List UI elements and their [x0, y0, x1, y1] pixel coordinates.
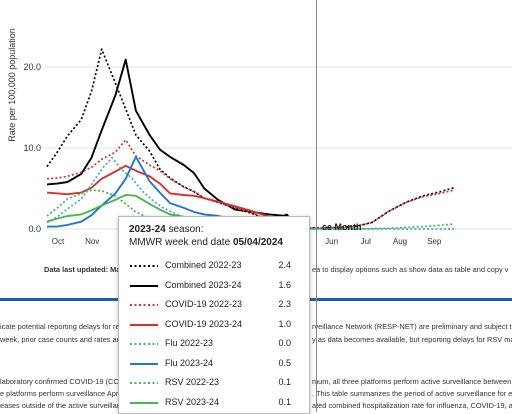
- tooltip-series-name: RSV 2022-23: [165, 377, 220, 387]
- legend-swatch-icon: [130, 362, 158, 365]
- series-layer: [46, 48, 455, 232]
- y-tick-label: 20.0: [23, 62, 41, 72]
- tooltip-series-name: COVID-19 2023-24: [165, 318, 243, 329]
- legend-swatch-icon: [130, 343, 158, 345]
- footnote-left-2: laboratory confirmed COVID-19 (COVID: [0, 377, 132, 386]
- x-tick-label: Sep: [427, 237, 442, 246]
- tooltip-row: Combined 2023-24 1.6: [129, 279, 301, 295]
- tooltip-series-name: COVID-19 2022-23: [165, 299, 243, 309]
- tooltip-week: MMWR week end date 05/04/2024: [129, 237, 283, 248]
- tooltip-series-name: Combined 2022-23: [165, 260, 242, 270]
- tooltip-row: Flu 2023-24 0.5: [129, 357, 301, 373]
- footnote-right-3: . This table summarizes the period of ac…: [312, 389, 512, 398]
- legend-swatch-icon: [130, 323, 158, 326]
- tooltip-series-name: Flu 2023-24: [165, 357, 214, 368]
- y-tick-label: 0.0: [28, 224, 41, 234]
- y-axis: 0.0 10.0 20.0: [23, 62, 41, 234]
- x-tick-label: Oct: [52, 237, 65, 246]
- footnote-right-0: rveillance Network (RESP-NET) are prelim…: [312, 322, 512, 331]
- series-combined-2022-23: [46, 48, 455, 230]
- tooltip-week-value: 05/04/2024: [232, 237, 283, 248]
- tooltip-week-label: MMWR week end date: [129, 237, 233, 248]
- tooltip-row: RSV 2022-23 0.1: [129, 376, 301, 392]
- y-tick-label: 10.0: [23, 143, 41, 153]
- tooltip-series-value: 1.6: [278, 279, 291, 290]
- tooltip-row: RSV 2023-24 0.1: [129, 396, 301, 412]
- tooltip-season-label: season:: [165, 224, 204, 235]
- tooltip-season: 2023-24 season:: [129, 224, 204, 235]
- x-tick-label: Nov: [85, 237, 99, 246]
- footnote-left-0: icate potential reporting delays for rec…: [0, 322, 132, 331]
- series-combined-2023-24: [46, 58, 287, 217]
- legend-swatch-icon: [130, 265, 158, 267]
- tooltip-series-name: Flu 2022-23: [165, 338, 214, 348]
- x-tick-label: Jul: [361, 237, 371, 246]
- tooltip-series-name: Combined 2023-24: [165, 279, 242, 290]
- tooltip-series-value: 2.4: [278, 260, 291, 270]
- legend-swatch-icon: [130, 304, 158, 306]
- data-updated-label: Data last updated: Ma: [44, 265, 120, 274]
- x-axis-label-fragment: ce Month: [322, 222, 362, 232]
- footnote-left-4: eases outside of the active surveillance…: [0, 401, 142, 410]
- tooltip-row: COVID-19 2023-24 1.0: [129, 318, 301, 334]
- tooltip-row: Flu 2022-23 0.0: [129, 337, 301, 353]
- tooltip-series-value: 0.0: [278, 338, 291, 348]
- footnote-right-1: y as data becomes available, but reporti…: [312, 335, 512, 344]
- legend-swatch-icon: [130, 401, 158, 404]
- hover-crosshair: [316, 0, 317, 412]
- legend-swatch-icon: [130, 382, 158, 384]
- gridlines: [44, 66, 512, 230]
- footnote-right-2: mum, all three platforms perform active …: [312, 377, 512, 386]
- tooltip-row: Combined 2022-23 2.4: [129, 259, 301, 275]
- series-covid-19-2022-23: [46, 139, 455, 230]
- tooltip-season-year: 2023-24: [129, 224, 166, 235]
- footnote-right-4: ated combined hospitalization rate for i…: [312, 401, 512, 410]
- tooltip-series-value: 1.0: [278, 318, 291, 329]
- x-tick-label: Aug: [393, 237, 407, 246]
- legend-swatch-icon: [130, 284, 158, 287]
- tooltip-series-name: RSV 2023-24: [165, 396, 220, 407]
- tooltip-row: COVID-19 2022-23 2.3: [129, 298, 301, 314]
- data-updated-right: ea to display options such as show data …: [312, 265, 509, 274]
- series-covid-19-2023-24: [46, 164, 287, 222]
- tooltip-series-value: 0.5: [278, 357, 291, 368]
- chart-tooltip: 2023-24 season: MMWR week end date 05/04…: [118, 216, 310, 414]
- data-updated-text: Data last updated: Ma: [44, 265, 121, 274]
- x-tick-label: Jun: [325, 237, 338, 246]
- tooltip-series-value: 0.1: [278, 396, 291, 407]
- footnote-left-1: week, prior case counts and rates are up: [0, 335, 134, 344]
- y-axis-label: Rate per 100,000 population: [7, 28, 17, 142]
- footnote-left-3: e platforms perform surveillance Apr: [0, 389, 119, 398]
- tooltip-series-value: 0.1: [278, 377, 291, 387]
- tooltip-series-value: 2.3: [278, 299, 291, 309]
